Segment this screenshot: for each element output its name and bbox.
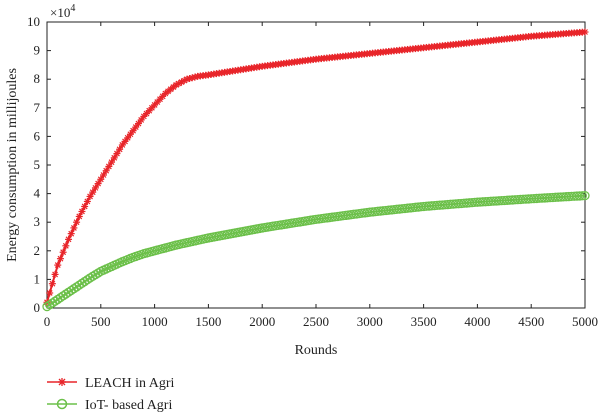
y-tick-label: 3 <box>34 214 41 229</box>
data-point <box>56 255 64 263</box>
data-point <box>70 224 78 232</box>
data-point <box>129 127 137 135</box>
legend-item-leach: LEACH in Agri <box>47 376 175 391</box>
x-tick-label: 5000 <box>572 314 598 329</box>
data-point <box>48 280 56 288</box>
data-point <box>118 141 126 149</box>
series-line <box>46 194 586 308</box>
y-tick-label: 7 <box>34 100 41 115</box>
data-point <box>124 134 132 142</box>
x-axis: 0 500 1000 1500 2000 2500 3000 3500 4000 4500 5000 <box>44 22 598 329</box>
data-point <box>83 197 91 205</box>
y-axis-label: Energy consumption in millijoules <box>5 68 20 262</box>
data-point <box>75 212 83 220</box>
data-point <box>67 230 75 238</box>
data-point <box>580 190 590 201</box>
y-tick-label: 8 <box>34 71 41 86</box>
y-multiplier-exponent: 4 <box>70 3 75 14</box>
y-tick-label: 10 <box>27 14 40 29</box>
y-tick-label: 0 <box>34 300 41 315</box>
data-point <box>581 28 589 36</box>
series-1 <box>42 190 590 312</box>
x-tick-label: 3000 <box>357 314 383 329</box>
y-tick-label: 4 <box>34 186 41 201</box>
x-tick-label: 4000 <box>464 314 490 329</box>
data-point <box>51 270 59 278</box>
x-tick-label: 4500 <box>518 314 544 329</box>
legend-item-iot: IoT- based Agri <box>47 398 172 413</box>
legend-circle-icon <box>56 398 68 410</box>
data-point <box>132 123 140 131</box>
data-point <box>62 242 70 250</box>
data-point <box>116 145 124 153</box>
series-0 <box>43 28 589 306</box>
x-tick-label: 1500 <box>195 314 221 329</box>
data-point <box>78 207 86 215</box>
data-point <box>54 261 62 269</box>
x-tick-label: 3500 <box>411 314 437 329</box>
y-multiplier: ×104 <box>50 3 75 20</box>
data-point <box>94 180 102 188</box>
x-tick-label: 500 <box>91 314 111 329</box>
legend-asterisk-icon <box>58 378 66 386</box>
x-tick-label: 0 <box>44 314 51 329</box>
data-point <box>59 248 67 256</box>
x-tick-label: 1000 <box>142 314 168 329</box>
y-tick-label: 2 <box>34 243 41 258</box>
data-point <box>574 191 585 201</box>
x-tick-label: 2500 <box>303 314 329 329</box>
y-tick-label: 1 <box>34 271 41 286</box>
y-tick-label: 9 <box>34 43 41 58</box>
data-point <box>65 235 73 243</box>
y-axis: 0 1 2 3 4 5 6 7 8 9 10 <box>27 14 585 315</box>
y-tick-label: 6 <box>34 128 41 143</box>
legend-label-iot: IoT- based Agri <box>85 398 172 413</box>
y-tick-label: 5 <box>34 157 41 172</box>
plot-area <box>46 21 586 309</box>
data-point <box>137 116 145 124</box>
data-point <box>134 120 142 128</box>
data-point <box>46 289 54 297</box>
data-point <box>73 218 81 226</box>
data-point <box>577 191 587 201</box>
data-point <box>81 202 89 210</box>
data-point <box>99 171 107 179</box>
x-axis-label: Rounds <box>295 343 338 358</box>
data-point <box>97 175 105 183</box>
series-layer <box>42 28 590 312</box>
x-tick-label: 2000 <box>249 314 275 329</box>
data-point <box>121 137 129 145</box>
legend-label-leach: LEACH in Agri <box>85 376 175 391</box>
legend: LEACH in Agri IoT- based Agri <box>47 376 175 413</box>
data-point <box>126 130 134 138</box>
